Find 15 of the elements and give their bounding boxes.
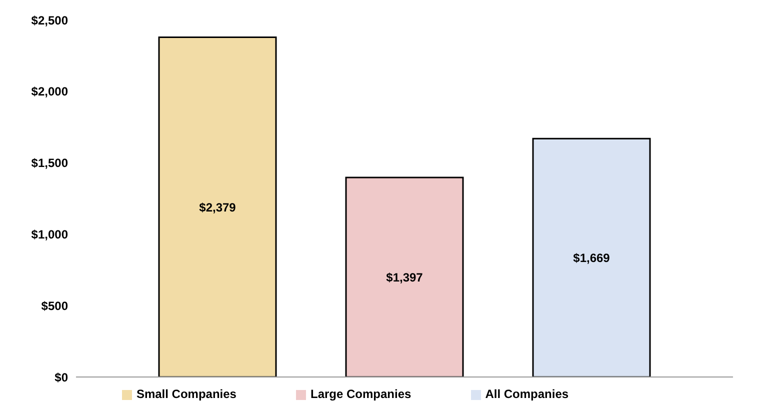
y-tick-label: $2,000: [31, 84, 68, 99]
y-tick-label: $1,500: [31, 156, 68, 170]
legend-label: All Companies: [485, 387, 569, 401]
data-label: $1,669: [573, 251, 610, 266]
data-label: $2,379: [199, 200, 236, 214]
legend-label: Large Companies: [310, 387, 412, 401]
y-tick-label: $500: [41, 298, 68, 313]
bar: [532, 138, 651, 377]
y-tick-label: $0: [54, 370, 68, 384]
bar: [345, 176, 464, 377]
bar: [158, 36, 277, 377]
legend-label: Small Companies: [136, 387, 236, 401]
y-tick-label: $2,500: [31, 13, 68, 28]
data-label: $1,397: [386, 270, 424, 285]
y-tick-label: $1,000: [31, 227, 68, 242]
